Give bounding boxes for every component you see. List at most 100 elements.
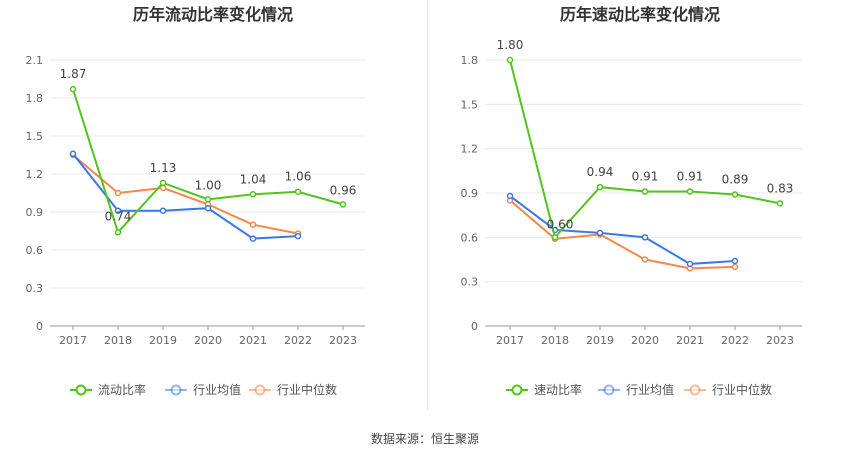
y-tick-label: 1.2 xyxy=(26,168,44,181)
data-label: 0.60 xyxy=(547,217,574,231)
y-tick-label: 0.6 xyxy=(26,244,44,257)
chart-divider xyxy=(427,0,428,410)
legend-item-2: 行业均值 xyxy=(598,382,674,397)
x-tick-label: 2018 xyxy=(541,334,569,347)
y-tick-label: 1.2 xyxy=(461,143,479,156)
legend-item-3: 行业中位数 xyxy=(684,382,772,397)
legend-label: 速动比率 xyxy=(534,382,582,397)
x-tick-label: 2020 xyxy=(194,334,222,347)
chart-1: 历年流动比率变化情况 0 0.3 0.6 0.9 1.2 1.5 1.8 2.1 2017 2018… xyxy=(26,5,365,397)
data-point-1 xyxy=(641,188,649,195)
legend-item-3: 行业中位数 xyxy=(249,382,337,397)
legend-label: 行业中位数 xyxy=(712,382,772,397)
data-label: 0.96 xyxy=(330,183,357,197)
x-tick-label: 2017 xyxy=(496,334,524,347)
x-tick-label: 2022 xyxy=(284,334,312,347)
y-tick-label: 1.8 xyxy=(26,92,44,105)
data-point-1 xyxy=(204,196,212,203)
y-tick-label: 0.9 xyxy=(26,206,44,219)
y-tick-label: 0 xyxy=(36,320,43,333)
data-point-2 xyxy=(506,192,514,200)
y-tick-label: 0.6 xyxy=(461,231,479,244)
data-point-1 xyxy=(686,188,694,195)
y-tick-label: 0.9 xyxy=(461,187,479,200)
legend-marker xyxy=(511,384,523,396)
series-line-2 xyxy=(509,195,736,265)
data-point-2 xyxy=(249,235,257,242)
data-point-2 xyxy=(731,257,739,265)
data-point-1 xyxy=(69,85,77,93)
data-point-3 xyxy=(641,256,649,263)
data-point-3 xyxy=(731,263,739,271)
data-label: 1.80 xyxy=(497,38,524,52)
data-point-2 xyxy=(159,207,167,214)
legend-item-1: 流动比率 xyxy=(70,382,146,397)
y-tick-label: 0.3 xyxy=(461,276,479,289)
series-line-3 xyxy=(72,154,299,235)
data-point-3 xyxy=(114,189,122,197)
legend-label: 行业均值 xyxy=(193,382,241,397)
x-tick-label: 2017 xyxy=(59,334,87,347)
x-tick-label: 2021 xyxy=(239,334,267,347)
data-source-note: 数据来源：恒生聚源 xyxy=(370,432,479,446)
data-point-1 xyxy=(551,234,559,241)
data-label: 1.87 xyxy=(60,67,87,81)
data-point-1 xyxy=(114,229,122,236)
y-tick-label: 1.5 xyxy=(461,98,479,111)
data-point-2 xyxy=(686,260,694,268)
y-tick-label: 0 xyxy=(471,320,478,333)
chart-title: 历年流动比率变化情况 xyxy=(133,5,293,24)
data-point-1 xyxy=(339,201,347,208)
data-label: 0.89 xyxy=(722,172,749,186)
data-point-2 xyxy=(596,229,604,237)
data-label: 1.00 xyxy=(195,178,222,192)
legend-marker xyxy=(254,384,266,396)
legend-label: 流动比率 xyxy=(98,382,146,397)
data-label: 0.91 xyxy=(632,170,659,184)
data-point-1 xyxy=(731,191,739,198)
legend-item-1: 速动比率 xyxy=(506,382,582,397)
data-point-2 xyxy=(294,232,302,240)
data-point-1 xyxy=(159,179,167,187)
data-point-1 xyxy=(249,191,257,198)
data-point-2 xyxy=(114,207,122,214)
x-tick-label: 2021 xyxy=(676,334,704,347)
legend-marker xyxy=(170,384,182,396)
x-tick-label: 2018 xyxy=(104,334,132,347)
charts-canvas: 历年流动比率变化情况 0 0.3 0.6 0.9 1.2 1.5 1.8 2.1 2017 2018… xyxy=(26,5,802,397)
chart-2: 历年速动比率变化情况 0 0.3 0.6 0.9 1.2 1.5 1.8 2017 2018 201… xyxy=(461,5,802,397)
x-tick-label: 2022 xyxy=(721,334,749,347)
y-tick-label: 0.3 xyxy=(26,282,44,295)
data-point-2 xyxy=(204,204,212,212)
x-tick-label: 2020 xyxy=(631,334,659,347)
chart-title: 历年速动比率变化情况 xyxy=(560,5,720,24)
data-label: 1.13 xyxy=(150,161,177,175)
series-line-3 xyxy=(509,199,736,270)
data-label: 0.83 xyxy=(767,181,794,195)
legend-marker xyxy=(75,384,87,396)
data-point-1 xyxy=(596,183,604,191)
data-point-2 xyxy=(69,150,77,157)
data-label: 1.06 xyxy=(285,170,312,184)
y-tick-label: 2.1 xyxy=(26,54,44,67)
series-line-2 xyxy=(72,153,299,240)
y-tick-label: 1.8 xyxy=(461,54,479,67)
x-tick-label: 2019 xyxy=(149,334,177,347)
x-tick-label: 2023 xyxy=(329,334,357,347)
legend-marker xyxy=(689,384,701,396)
legend-label: 行业中位数 xyxy=(277,382,337,397)
data-label: 1.04 xyxy=(240,172,267,186)
y-tick-label: 1.5 xyxy=(26,130,44,143)
data-point-2 xyxy=(641,234,649,241)
data-point-1 xyxy=(294,188,302,195)
data-point-1 xyxy=(506,56,514,64)
x-tick-label: 2023 xyxy=(766,334,794,347)
data-label: 0.91 xyxy=(677,170,704,184)
legend-marker xyxy=(603,384,615,396)
x-tick-label: 2019 xyxy=(586,334,614,347)
legend-item-2: 行业均值 xyxy=(165,382,241,397)
data-point-1 xyxy=(776,200,784,207)
data-label: 0.94 xyxy=(587,165,614,179)
legend-label: 行业均值 xyxy=(626,382,674,397)
data-label: 0.74 xyxy=(105,209,132,223)
